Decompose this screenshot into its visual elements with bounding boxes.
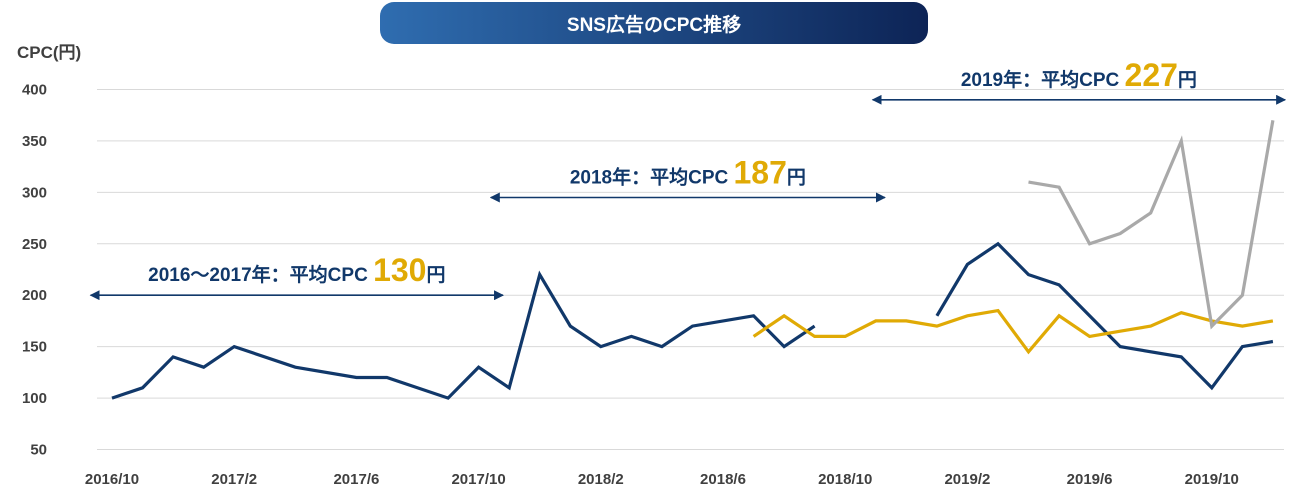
x-tick-label: 2017/2 (211, 471, 257, 488)
chart-title: SNS広告のCPC推移 (566, 14, 742, 36)
period-label-text: 2016〜2017年：平均CPC (148, 263, 373, 286)
y-tick-label: 400 (22, 81, 47, 98)
period-label-text: 2019年：平均CPC (961, 68, 1125, 91)
period-average-label: 2018年：平均CPC 187円 (570, 154, 806, 190)
x-tick-label: 2017/10 (451, 471, 505, 488)
period-average-value: 187 (734, 154, 787, 190)
x-tick-label: 2019/2 (944, 471, 990, 488)
period-average-value: 130 (373, 252, 426, 288)
x-tick-label: 2016/10 (85, 471, 139, 488)
y-tick-label: 350 (22, 133, 47, 150)
x-tick-label: 2019/10 (1185, 471, 1239, 488)
y-axis-label: CPC(円) (17, 43, 81, 62)
period-unit-text: 円 (1178, 70, 1197, 91)
y-tick-label: 200 (22, 287, 47, 304)
period-average-value: 227 (1125, 57, 1178, 93)
series-line-gold (752, 308, 1274, 355)
period-average-label: 2016〜2017年：平均CPC 130円 (148, 252, 445, 288)
x-tick-label: 2018/2 (578, 471, 624, 488)
period-average-label: 2019年：平均CPC 227円 (961, 57, 1197, 93)
x-tick-label: 2017/6 (333, 471, 379, 488)
period-unit-text: 円 (426, 265, 445, 286)
y-tick-label: 300 (22, 184, 47, 201)
series-line-navy (111, 270, 816, 400)
x-tick-label: 2018/6 (700, 471, 746, 488)
x-tick-label: 2018/10 (818, 471, 872, 488)
series-line-gray (1028, 120, 1275, 330)
y-tick-label: 150 (22, 339, 47, 356)
series-line-navy (935, 241, 1274, 391)
period-unit-text: 円 (787, 167, 806, 188)
y-tick-label: 50 (30, 442, 47, 459)
y-tick-label: 100 (22, 390, 47, 407)
chart-title-banner: SNS広告のCPC推移 (380, 2, 928, 44)
y-tick-label: 250 (22, 236, 47, 253)
period-label-text: 2018年：平均CPC (570, 165, 734, 188)
x-tick-label: 2019/6 (1067, 471, 1113, 488)
